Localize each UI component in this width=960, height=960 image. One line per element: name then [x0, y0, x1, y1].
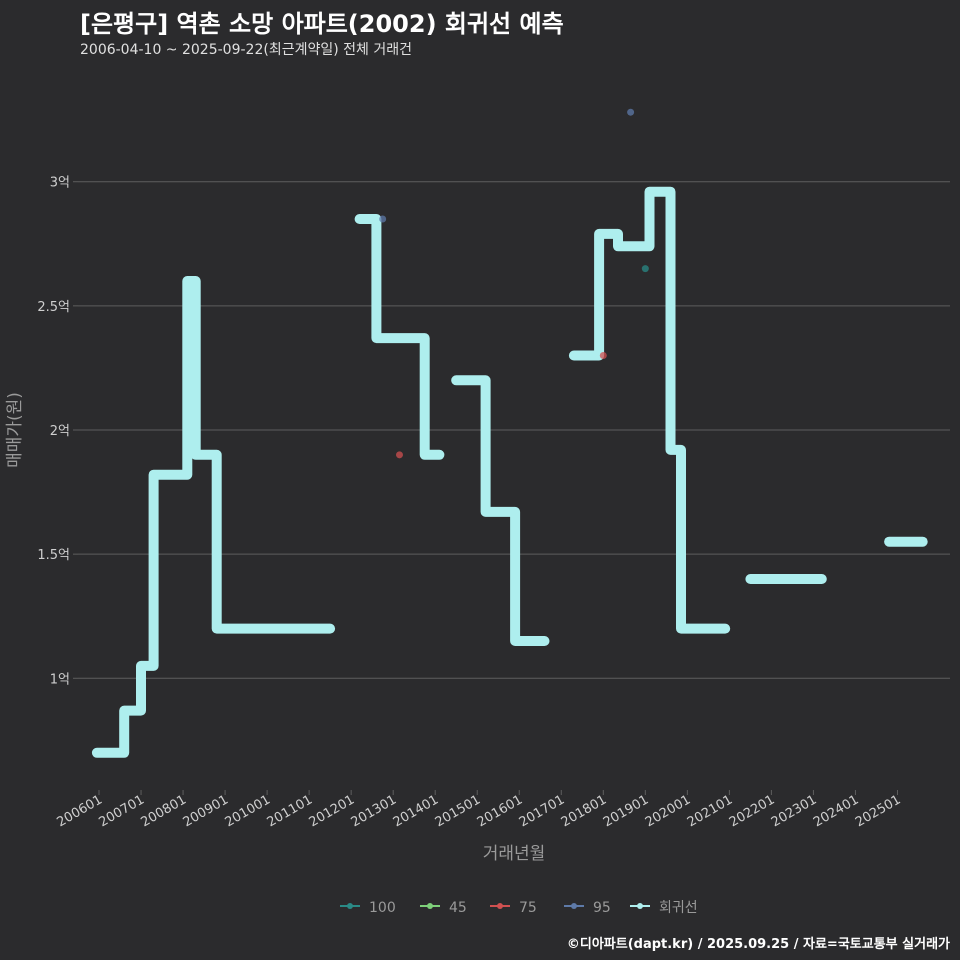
- regression-line-segment: [568, 186, 731, 634]
- x-tick-label: 201201: [307, 792, 357, 830]
- legend: 100 45 75 95 회귀선: [340, 900, 698, 916]
- x-tick-label: 201401: [391, 792, 441, 830]
- data-point-75: [599, 352, 607, 360]
- data-point-95: [379, 215, 387, 223]
- legend-label: 75: [519, 900, 537, 916]
- x-tick-label: 201601: [475, 792, 525, 830]
- x-tick-label: 202401: [811, 792, 861, 830]
- x-axis-tick-labels: 2006012007012008012009012010012011012012…: [55, 792, 904, 830]
- data-point-100: [641, 265, 649, 273]
- y-tick-label: 1.5억: [37, 548, 70, 563]
- y-tick-label: 2억: [50, 424, 70, 439]
- regression-line-segment: [451, 375, 550, 646]
- x-tick-label: 200601: [55, 792, 105, 830]
- x-tick-label: 202501: [853, 792, 903, 830]
- chart-subtitle: 2006-04-10 ~ 2025-09-22(최근계약일) 전체 거래건: [80, 42, 412, 58]
- y-axis-tick-labels: 1억 1.5억 2억 2.5억 3억: [37, 176, 70, 688]
- y-tick-label: 2.5억: [37, 300, 70, 315]
- y-tick-label: 1억: [50, 672, 70, 687]
- x-tick-label: 201901: [601, 792, 651, 830]
- data-point-75: [395, 451, 403, 459]
- x-axis-title: 거래년월: [483, 844, 546, 864]
- x-tick-label: 201301: [349, 792, 399, 830]
- legend-label: 95: [593, 900, 611, 916]
- x-tick-label: 201801: [559, 792, 609, 830]
- x-tick-label: 201701: [517, 792, 567, 830]
- legend-label: 100: [369, 900, 396, 916]
- x-tick-label: 201001: [223, 792, 273, 830]
- y-tick-label: 3억: [50, 176, 70, 191]
- legend-key-dot: [347, 903, 353, 909]
- x-tick-label: 200901: [181, 792, 231, 830]
- x-tick-label: 202101: [685, 792, 735, 830]
- y-axis-title: 매매가(원): [5, 392, 25, 468]
- legend-key-dot: [497, 903, 503, 909]
- legend-key-dot: [637, 903, 643, 909]
- data-point-95: [627, 108, 635, 116]
- regression-lines: [91, 186, 928, 758]
- x-tick-label: 202001: [643, 792, 693, 830]
- x-tick-label: 200701: [97, 792, 147, 830]
- source-caption: ©디아파트(dapt.kr) / 2025.09.25 / 자료=국토교통부 실…: [566, 937, 950, 952]
- regression-line-segment: [354, 214, 445, 460]
- legend-label: 45: [449, 900, 467, 916]
- data-points: [379, 108, 649, 459]
- x-tick-label: 202301: [769, 792, 819, 830]
- grid-lines: [73, 181, 950, 795]
- x-tick-label: 200801: [139, 792, 189, 830]
- legend-label: 회귀선: [659, 900, 698, 916]
- chart-title: [은평구] 역촌 소망 아파트(2002) 회귀선 예측: [80, 10, 564, 38]
- x-tick-label: 202201: [727, 792, 777, 830]
- legend-key-dot: [427, 903, 433, 909]
- regression-line-segment: [91, 276, 336, 758]
- x-tick-label: 201501: [433, 792, 483, 830]
- legend-key-dot: [571, 903, 577, 909]
- x-tick-label: 201101: [265, 792, 315, 830]
